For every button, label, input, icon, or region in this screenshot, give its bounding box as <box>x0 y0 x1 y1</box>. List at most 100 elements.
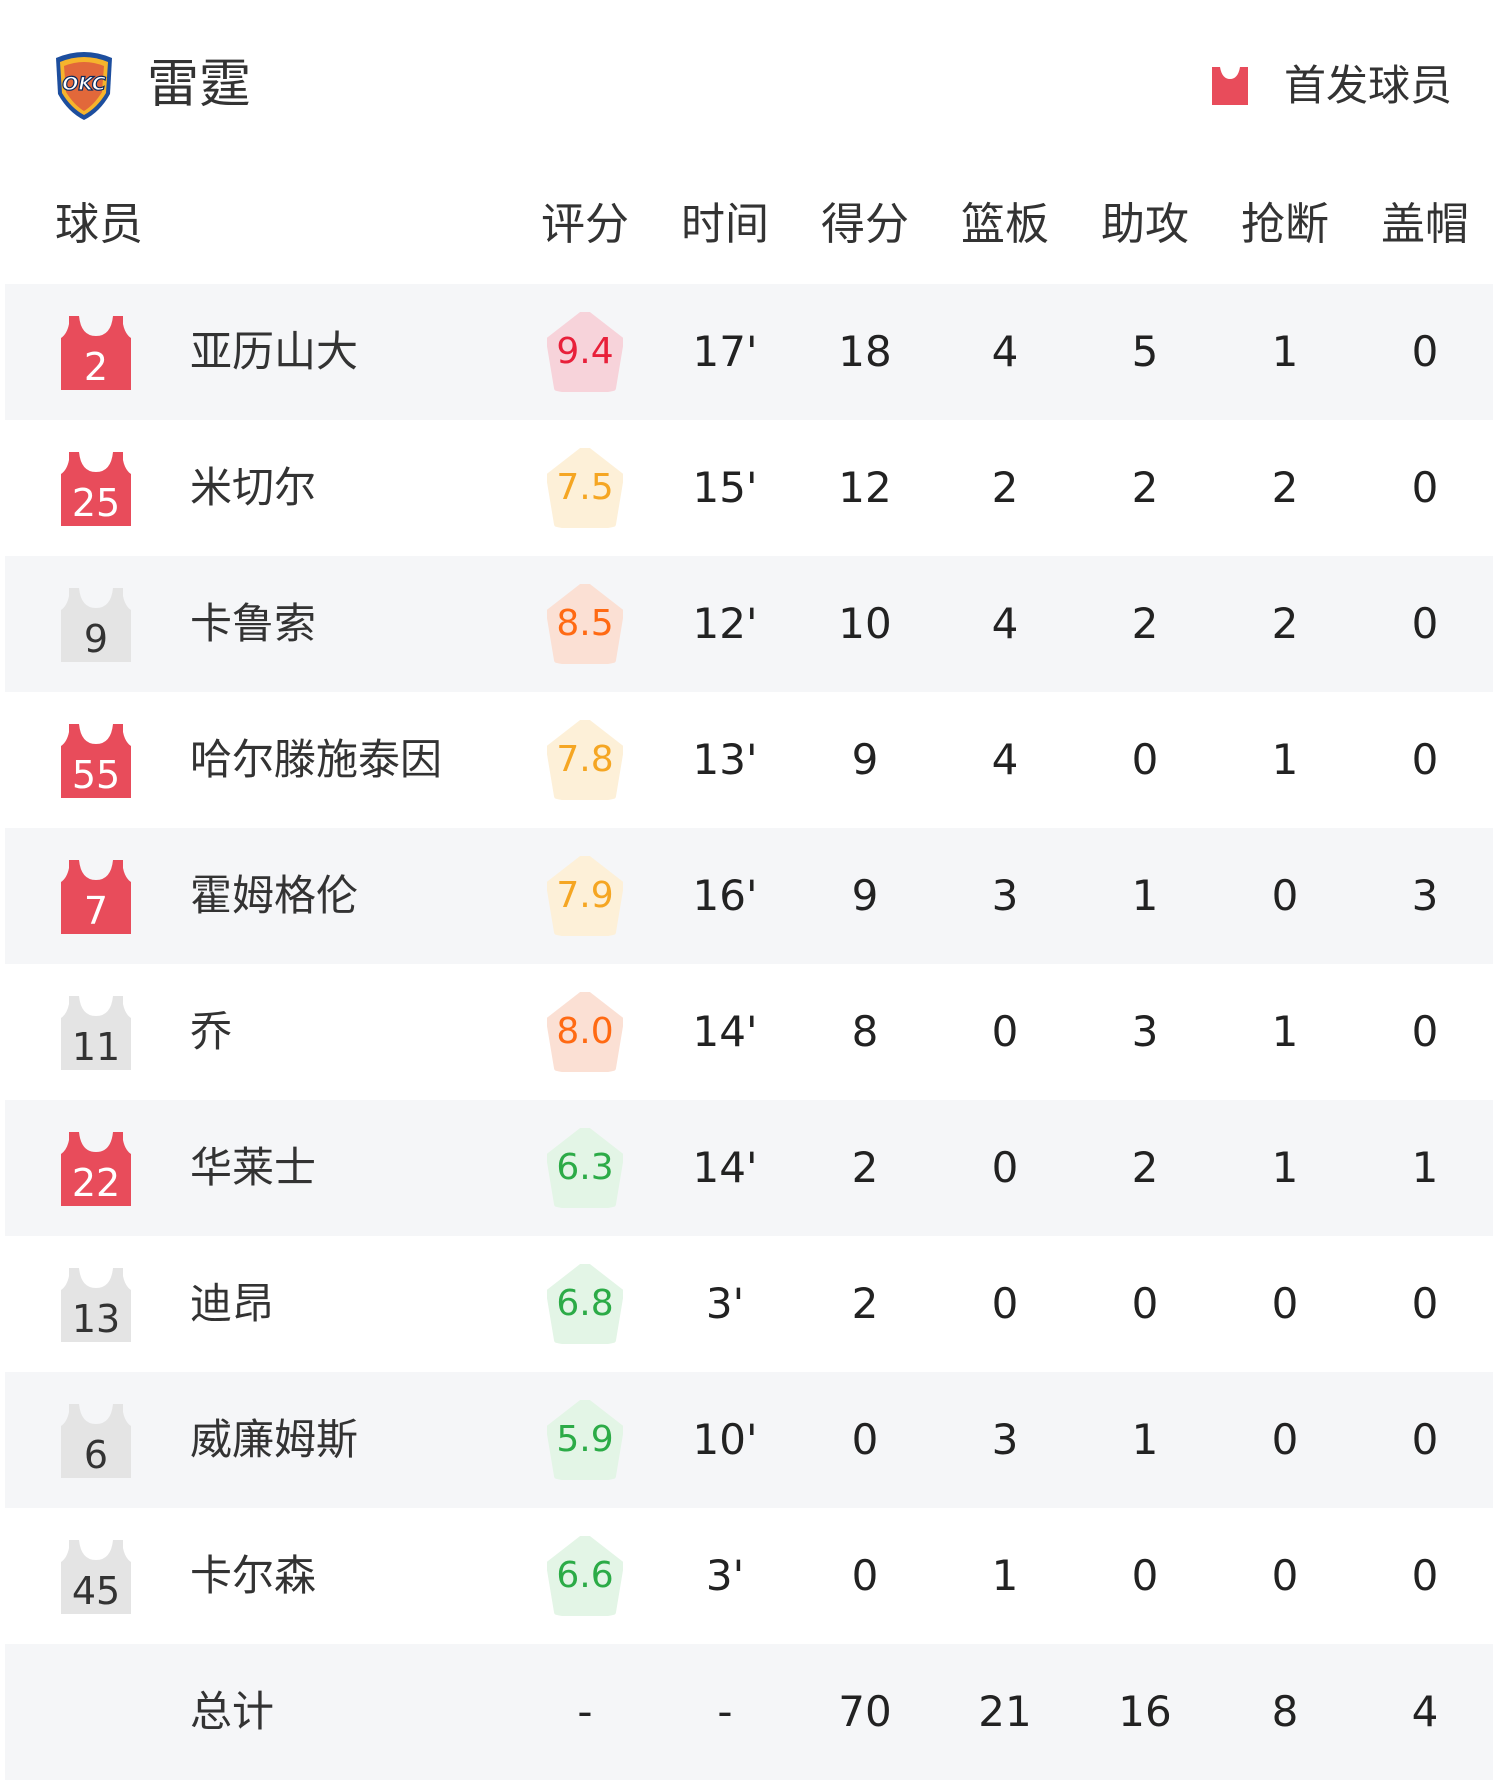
header-rebounds: 篮板 <box>961 199 1049 250</box>
header-assists: 助攻 <box>1101 199 1189 250</box>
stat-reb: 2 <box>991 463 1019 512</box>
total-time: - <box>717 1687 733 1736</box>
team-name: 雷霆 <box>147 55 252 115</box>
stat-stl: 1 <box>1271 1143 1299 1192</box>
jersey-number: 25 <box>71 481 121 525</box>
jersey-number: 9 <box>83 617 109 661</box>
stat-stl: 0 <box>1271 1415 1299 1464</box>
jersey-icon: 6 <box>61 1402 131 1478</box>
header-blocks: 盖帽 <box>1381 199 1469 250</box>
jersey-number: 11 <box>71 1025 121 1069</box>
stat-ast: 0 <box>1131 1279 1159 1328</box>
player-name[interactable]: 迪昂 <box>190 1279 275 1328</box>
player-name[interactable]: 霍姆格伦 <box>190 871 359 920</box>
total-ast: 16 <box>1118 1687 1172 1736</box>
jersey-icon: 11 <box>61 994 131 1070</box>
stat-stl: 1 <box>1271 1007 1299 1056</box>
stat-blk: 0 <box>1411 1551 1439 1600</box>
player-row[interactable]: 11 乔 8.0 14' 8 0 3 1 0 <box>5 964 1493 1100</box>
jersey-icon <box>1211 66 1248 105</box>
player-name[interactable]: 乔 <box>190 1007 233 1056</box>
player-name[interactable]: 卡尔森 <box>190 1551 317 1600</box>
jersey-icon: 22 <box>61 1130 131 1206</box>
legend-label: 首发球员 <box>1283 61 1452 110</box>
stat-time: 15' <box>692 463 758 512</box>
player-row[interactable]: 22 华莱士 6.3 14' 2 0 2 1 1 <box>5 1100 1493 1236</box>
header-points: 得分 <box>821 199 909 250</box>
player-row[interactable]: 9 卡鲁索 8.5 12' 10 4 2 2 0 <box>5 556 1493 692</box>
jersey-number: 13 <box>71 1297 121 1341</box>
rating-badge: 7.8 <box>547 720 623 800</box>
stat-pts: 9 <box>851 871 879 920</box>
stat-reb: 4 <box>991 599 1019 648</box>
stat-stl: 0 <box>1271 1279 1299 1328</box>
stat-reb: 3 <box>991 871 1019 920</box>
rating-badge: 8.5 <box>547 584 623 664</box>
jersey-icon: 13 <box>61 1266 131 1342</box>
stat-time: 10' <box>692 1415 758 1464</box>
rating-badge: 6.3 <box>547 1128 623 1208</box>
player-name[interactable]: 威廉姆斯 <box>190 1415 359 1464</box>
player-name[interactable]: 卡鲁索 <box>190 599 317 648</box>
player-row[interactable]: 55 哈尔滕施泰因 7.8 13' 9 4 0 1 0 <box>5 692 1493 828</box>
stat-pts: 9 <box>851 735 879 784</box>
table-header: 球员 评分 时间 得分 篮板 助攻 抢断 盖帽 <box>0 190 1500 260</box>
header-time: 时间 <box>681 199 769 250</box>
stat-blk: 0 <box>1411 735 1439 784</box>
stat-blk: 3 <box>1411 871 1439 920</box>
rating-value: 7.5 <box>556 467 614 508</box>
stat-pts: 2 <box>851 1279 879 1328</box>
player-name[interactable]: 亚历山大 <box>190 327 359 376</box>
total-blk: 4 <box>1411 1687 1439 1736</box>
stat-time: 16' <box>692 871 758 920</box>
player-name[interactable]: 华莱士 <box>190 1143 317 1192</box>
stat-pts: 0 <box>851 1415 879 1464</box>
rating-badge: 7.5 <box>547 448 623 528</box>
player-row[interactable]: 13 迪昂 6.8 3' 2 0 0 0 0 <box>5 1236 1493 1372</box>
jersey-number: 55 <box>71 753 121 797</box>
stat-stl: 0 <box>1271 871 1299 920</box>
starter-legend: 首发球员 <box>1208 52 1452 113</box>
stat-blk: 0 <box>1411 599 1439 648</box>
jersey-icon: 45 <box>61 1538 131 1614</box>
rating-badge: 8.0 <box>547 992 623 1072</box>
player-row[interactable]: 45 卡尔森 6.6 3' 0 1 0 0 0 <box>5 1508 1493 1644</box>
rating-value: 6.3 <box>556 1147 614 1188</box>
stat-pts: 8 <box>851 1007 879 1056</box>
rating-value: 8.0 <box>556 1011 614 1052</box>
stat-time: 14' <box>692 1143 758 1192</box>
total-pts: 70 <box>838 1687 892 1736</box>
player-name[interactable]: 哈尔滕施泰因 <box>190 735 443 784</box>
jersey-number: 2 <box>83 345 109 389</box>
total-reb: 21 <box>978 1687 1032 1736</box>
rating-badge: 9.4 <box>547 312 623 392</box>
stat-ast: 0 <box>1131 1551 1159 1600</box>
stat-ast: 1 <box>1131 1415 1159 1464</box>
rating-badge: 6.6 <box>547 1536 623 1616</box>
jersey-icon: 55 <box>61 722 131 798</box>
stat-time: 3' <box>705 1551 745 1600</box>
rating-value: 6.8 <box>556 1283 614 1324</box>
stat-pts: 12 <box>838 463 892 512</box>
player-row[interactable]: 6 威廉姆斯 5.9 10' 0 3 1 0 0 <box>5 1372 1493 1508</box>
player-row[interactable]: 2 亚历山大 9.4 17' 18 4 5 1 0 <box>5 284 1493 420</box>
stat-blk: 0 <box>1411 1415 1439 1464</box>
stat-time: 17' <box>692 327 758 376</box>
rating-value: 9.4 <box>556 331 614 372</box>
header-rating: 评分 <box>541 199 629 250</box>
rating-badge: 6.8 <box>547 1264 623 1344</box>
rating-value: 7.8 <box>556 739 614 780</box>
stat-reb: 4 <box>991 327 1019 376</box>
player-row[interactable]: 25 米切尔 7.5 15' 12 2 2 2 0 <box>5 420 1493 556</box>
total-stl: 8 <box>1271 1687 1299 1736</box>
stat-ast: 2 <box>1131 599 1159 648</box>
stat-reb: 0 <box>991 1279 1019 1328</box>
player-row[interactable]: 7 霍姆格伦 7.9 16' 9 3 1 0 3 <box>5 828 1493 964</box>
total-rating: - <box>577 1687 593 1736</box>
stat-stl: 2 <box>1271 599 1299 648</box>
stat-ast: 2 <box>1131 1143 1159 1192</box>
stat-ast: 3 <box>1131 1007 1159 1056</box>
header-steals: 抢断 <box>1241 199 1329 250</box>
player-name[interactable]: 米切尔 <box>190 463 317 512</box>
